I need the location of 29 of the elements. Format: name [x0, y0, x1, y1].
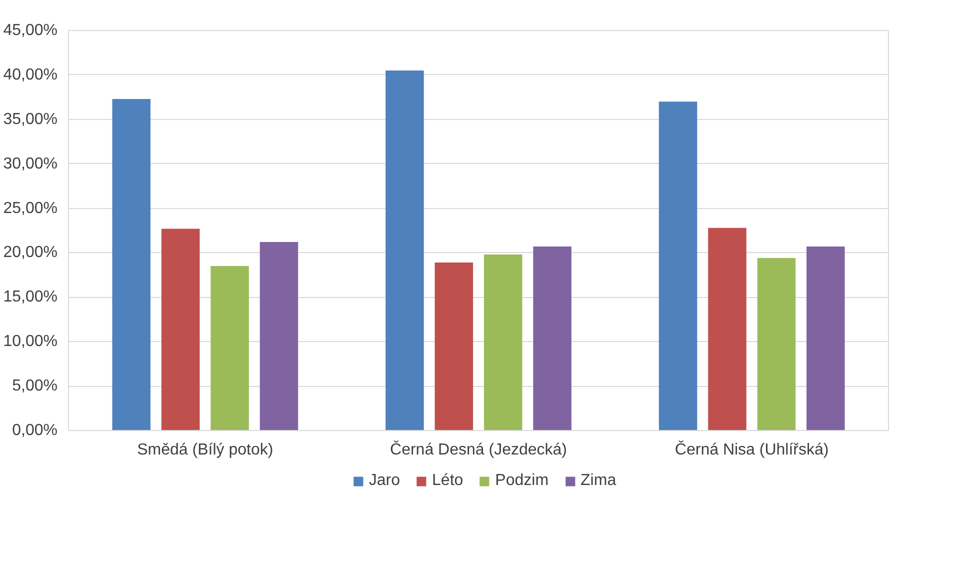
y-tick-label: 25,00% — [3, 200, 58, 217]
bar — [161, 228, 200, 430]
bar — [484, 254, 522, 430]
x-tick-label: Smědá (Bílý potok) — [137, 442, 274, 458]
bar — [434, 262, 474, 430]
bar — [806, 246, 845, 430]
y-tick-label: 0,00% — [12, 422, 58, 439]
bar — [112, 98, 150, 430]
bar — [260, 242, 298, 430]
legend-label: Jaro — [368, 472, 400, 490]
bar — [386, 70, 424, 430]
y-tick-label: 45,00% — [3, 22, 58, 39]
y-tick-label: 35,00% — [3, 110, 58, 128]
y-tick-label: 10,00% — [3, 333, 58, 350]
legend-label: Léto — [432, 472, 464, 490]
y-tick-label: 30,00% — [3, 155, 58, 172]
bar — [757, 258, 796, 430]
bar — [533, 246, 572, 430]
y-tick-label: 40,00% — [3, 66, 58, 84]
x-tick-label: Černá Desná (Jezdecká) — [390, 440, 567, 458]
bar — [658, 102, 698, 430]
y-tick-label: 20,00% — [3, 244, 58, 262]
legend-label: Podzim — [495, 472, 549, 490]
legend-label: Zima — [580, 472, 616, 490]
y-tick-label: 5,00% — [12, 378, 58, 395]
x-tick-label: Černá Nisa (Uhlířská) — [674, 440, 829, 458]
bar — [210, 266, 249, 430]
y-tick-label: 15,00% — [3, 288, 58, 306]
bar — [708, 228, 746, 430]
